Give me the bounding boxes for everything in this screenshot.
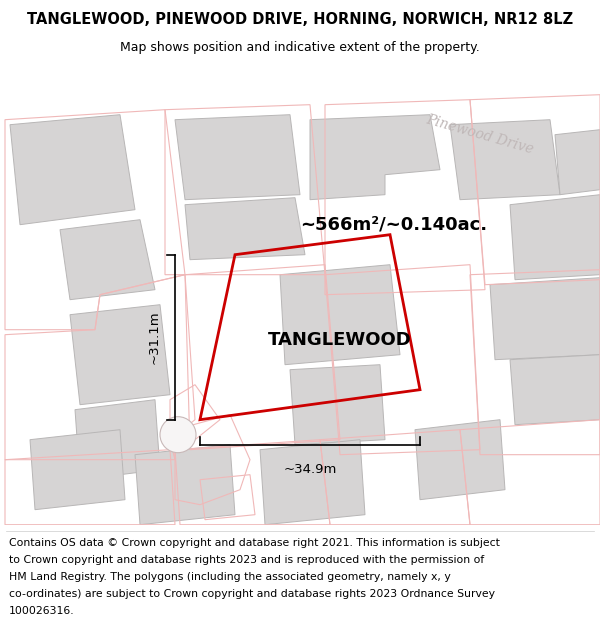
Polygon shape: [185, 198, 305, 260]
Polygon shape: [70, 304, 170, 405]
Polygon shape: [10, 115, 135, 224]
Circle shape: [160, 417, 196, 452]
Text: Pinewood Drive: Pinewood Drive: [425, 112, 535, 157]
Polygon shape: [280, 265, 400, 364]
Polygon shape: [175, 115, 300, 200]
Polygon shape: [450, 120, 560, 200]
Text: co-ordinates) are subject to Crown copyright and database rights 2023 Ordnance S: co-ordinates) are subject to Crown copyr…: [9, 589, 495, 599]
Text: to Crown copyright and database rights 2023 and is reproduced with the permissio: to Crown copyright and database rights 2…: [9, 555, 484, 565]
Polygon shape: [30, 430, 125, 510]
Text: ~566m²/~0.140ac.: ~566m²/~0.140ac.: [300, 216, 487, 234]
Text: TANGLEWOOD, PINEWOOD DRIVE, HORNING, NORWICH, NR12 8LZ: TANGLEWOOD, PINEWOOD DRIVE, HORNING, NOR…: [27, 12, 573, 28]
Text: Contains OS data © Crown copyright and database right 2021. This information is : Contains OS data © Crown copyright and d…: [9, 538, 500, 548]
Text: TANGLEWOOD: TANGLEWOOD: [268, 331, 412, 349]
Polygon shape: [260, 440, 365, 525]
Polygon shape: [310, 115, 440, 200]
Polygon shape: [135, 445, 235, 525]
Text: HM Land Registry. The polygons (including the associated geometry, namely x, y: HM Land Registry. The polygons (includin…: [9, 572, 451, 582]
Text: Map shows position and indicative extent of the property.: Map shows position and indicative extent…: [120, 41, 480, 54]
Text: ~31.1m: ~31.1m: [148, 311, 161, 364]
Polygon shape: [510, 195, 600, 280]
Polygon shape: [415, 420, 505, 500]
Polygon shape: [290, 364, 385, 445]
Text: 100026316.: 100026316.: [9, 606, 74, 616]
Text: ~34.9m: ~34.9m: [283, 462, 337, 476]
Polygon shape: [60, 219, 155, 299]
Polygon shape: [510, 355, 600, 425]
Polygon shape: [490, 278, 600, 359]
Polygon shape: [555, 129, 600, 195]
Polygon shape: [75, 400, 160, 480]
